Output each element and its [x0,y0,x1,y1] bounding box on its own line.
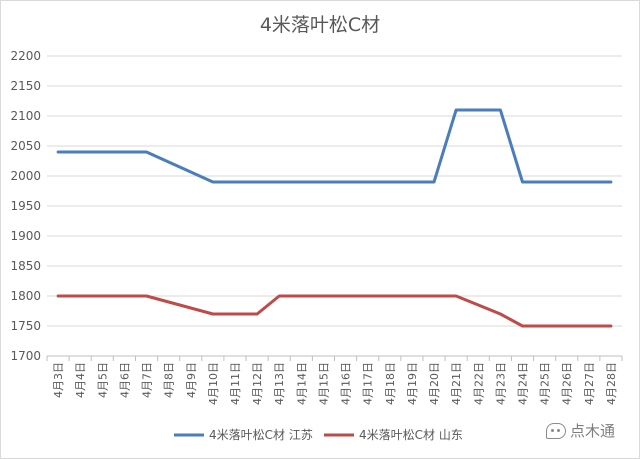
x-tick-label: 4月20日 [428,362,441,405]
y-tick-label: 1950 [10,199,41,213]
x-tick-label: 4月28日 [605,362,618,405]
y-tick-label: 1750 [10,319,41,333]
x-tick-label: 4月24日 [516,362,529,405]
x-tick-label: 4月10日 [207,362,220,405]
x-tick-label: 4月27日 [583,362,596,405]
y-tick-label: 2000 [10,169,41,183]
chart-title: 4米落叶松C材 [259,14,381,36]
y-tick-label: 1900 [10,229,41,243]
y-tick-label: 2050 [10,139,41,153]
x-tick-label: 4月15日 [317,362,330,405]
x-tick-label: 4月22日 [472,362,485,405]
x-tick-label: 4月16日 [340,362,353,405]
y-tick-label: 2150 [10,79,41,93]
watermark: 点木通 [546,420,615,441]
x-tick-label: 4月4日 [74,362,87,398]
x-tick-label: 4月5日 [96,362,109,398]
y-tick-label: 1700 [10,349,41,363]
watermark-text: 点木通 [570,422,616,440]
y-tick-label: 2100 [10,109,41,123]
legend-label-1: 4米落叶松C材 江苏 [209,428,313,442]
y-tick-label: 2200 [10,49,41,63]
x-tick-label: 4月25日 [539,362,552,405]
x-tick-label: 4月13日 [273,362,286,405]
x-tick-label: 4月21日 [450,362,463,405]
wechat-icon [546,422,566,439]
x-tick-label: 4月8日 [163,362,176,398]
legend-label-2: 4米落叶松C材 山东 [359,428,463,442]
x-tick-label: 4月3日 [52,362,65,398]
x-tick-label: 4月18日 [384,362,397,405]
x-tick-label: 4月11日 [229,362,242,405]
x-tick-label: 4月6日 [118,362,131,398]
x-tick-label: 4月23日 [494,362,507,405]
x-tick-label: 4月14日 [295,362,308,405]
x-tick-label: 4月12日 [251,362,264,405]
x-tick-label: 4月26日 [561,362,574,405]
x-tick-label: 4月9日 [185,362,198,398]
series-line-2 [56,294,613,328]
x-tick-label: 4月7日 [141,362,154,398]
x-tick-label: 4月19日 [406,362,419,405]
y-tick-label: 1800 [10,289,41,303]
series-line-1 [56,108,613,184]
y-tick-label: 1850 [10,259,41,273]
x-tick-label: 4月17日 [362,362,375,405]
